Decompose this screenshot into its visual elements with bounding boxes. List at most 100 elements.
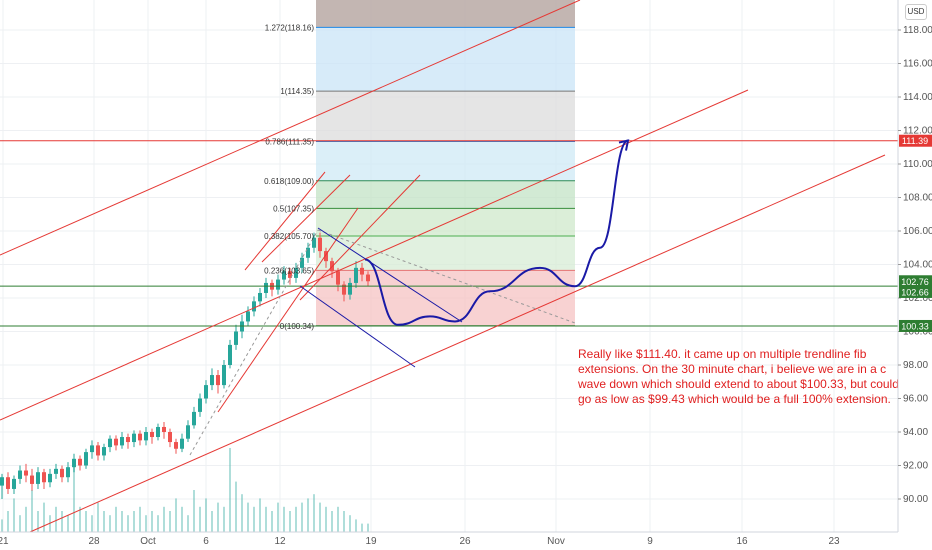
candle-body[interactable] [222,365,226,386]
projection-path[interactable] [364,139,629,326]
candle-body[interactable] [66,467,70,478]
candle-body[interactable] [36,472,40,484]
volume-bar [1,519,3,532]
candle-body[interactable] [114,438,118,446]
candle-body[interactable] [324,251,328,262]
candle-body[interactable] [234,331,238,345]
candle-body[interactable] [318,237,322,252]
candle-body[interactable] [294,267,298,278]
trend-channel-line[interactable] [244,171,326,271]
candle-body[interactable] [126,437,130,443]
candle-body[interactable] [78,458,82,466]
candle-body[interactable] [354,267,358,283]
candle-body[interactable] [306,247,310,258]
candle-body[interactable] [30,475,34,484]
descending-channel-line[interactable] [299,285,416,368]
candle-body[interactable] [366,274,370,282]
price-tick-label: 116.00 [903,59,932,70]
candle-body[interactable] [336,271,340,285]
candle-body[interactable] [180,438,184,449]
candle-body[interactable] [96,445,100,456]
volume-bar [319,502,321,532]
trend-channel-line[interactable] [217,207,359,413]
volume-bar [85,511,87,532]
candle-body[interactable] [48,473,52,483]
candle-body[interactable] [150,432,154,438]
candle-body[interactable] [276,279,280,290]
candle-body[interactable] [252,301,256,312]
candle-body[interactable] [12,478,16,489]
candle-body[interactable] [156,426,160,438]
candle-body[interactable] [210,375,214,386]
candle-body[interactable] [120,437,124,446]
volume-bar [37,511,39,532]
fib-zone [316,180,575,209]
candle-body[interactable] [192,411,196,426]
candle-body[interactable] [24,470,28,476]
candle-body[interactable] [300,257,304,268]
volume-bar [187,515,189,532]
candle-body[interactable] [168,432,172,443]
candle-body[interactable] [348,282,352,295]
candle-body[interactable] [174,442,178,449]
volume-bar [313,494,315,532]
time-tick-label: 12 [274,536,286,547]
price-label-badge [899,285,932,298]
volume-bar [175,498,177,532]
volume-bar [121,511,123,532]
candle-body[interactable] [360,267,364,275]
time-axis[interactable] [0,532,932,550]
volume-bar [199,506,201,532]
trend-channel-line[interactable] [261,174,351,263]
candle-body[interactable] [240,321,244,332]
volume-bar [241,494,243,532]
candle-body[interactable] [342,284,346,295]
fib-level-label: 1(114.35) [280,87,314,96]
price-label-text: 111.39 [902,136,928,146]
candle-body[interactable] [102,447,106,456]
trend-channel-line[interactable] [29,154,886,533]
candle-body[interactable] [198,398,202,412]
candle-body[interactable] [258,292,262,302]
candle-body[interactable] [138,433,142,441]
candle-body[interactable] [42,472,46,483]
candle-body[interactable] [108,438,112,448]
candle-body[interactable] [282,271,286,280]
volume-bar [91,515,93,532]
candle-body[interactable] [72,458,76,468]
candle-body[interactable] [132,433,136,443]
candle-body[interactable] [228,344,232,365]
candle-body[interactable] [54,468,58,474]
candle-body[interactable] [162,426,166,432]
price-tick-label: 92.00 [903,461,928,472]
time-tick-label: 16 [736,536,748,547]
trend-channel-line[interactable] [299,174,421,301]
candle-body[interactable] [288,271,292,278]
candle-body[interactable] [246,311,250,322]
price-label-badge [899,134,932,147]
candle-body[interactable] [264,282,268,293]
candle-body[interactable] [6,477,10,489]
candle-body[interactable] [60,468,64,478]
annotation-note-line: wave down which should extend to about $… [577,377,899,391]
trend-channel-line[interactable] [0,0,581,256]
candle-body[interactable] [0,477,4,486]
price-tick-label: 100.00 [903,327,932,338]
volume-bar [7,511,9,532]
price-tick-label: 114.00 [903,92,932,103]
descending-channel-line[interactable] [317,227,463,323]
currency-badge[interactable]: USD [905,4,927,20]
candle-body[interactable] [186,425,190,439]
volume-bar [223,506,225,532]
price-axis[interactable] [898,0,932,550]
volume-bar [169,511,171,532]
candle-body[interactable] [144,432,148,441]
candle-body[interactable] [204,385,208,399]
candle-body[interactable] [216,375,220,386]
candle-body[interactable] [312,237,316,248]
candle-body[interactable] [84,452,88,466]
candle-body[interactable] [18,470,22,479]
candle-body[interactable] [90,445,94,453]
